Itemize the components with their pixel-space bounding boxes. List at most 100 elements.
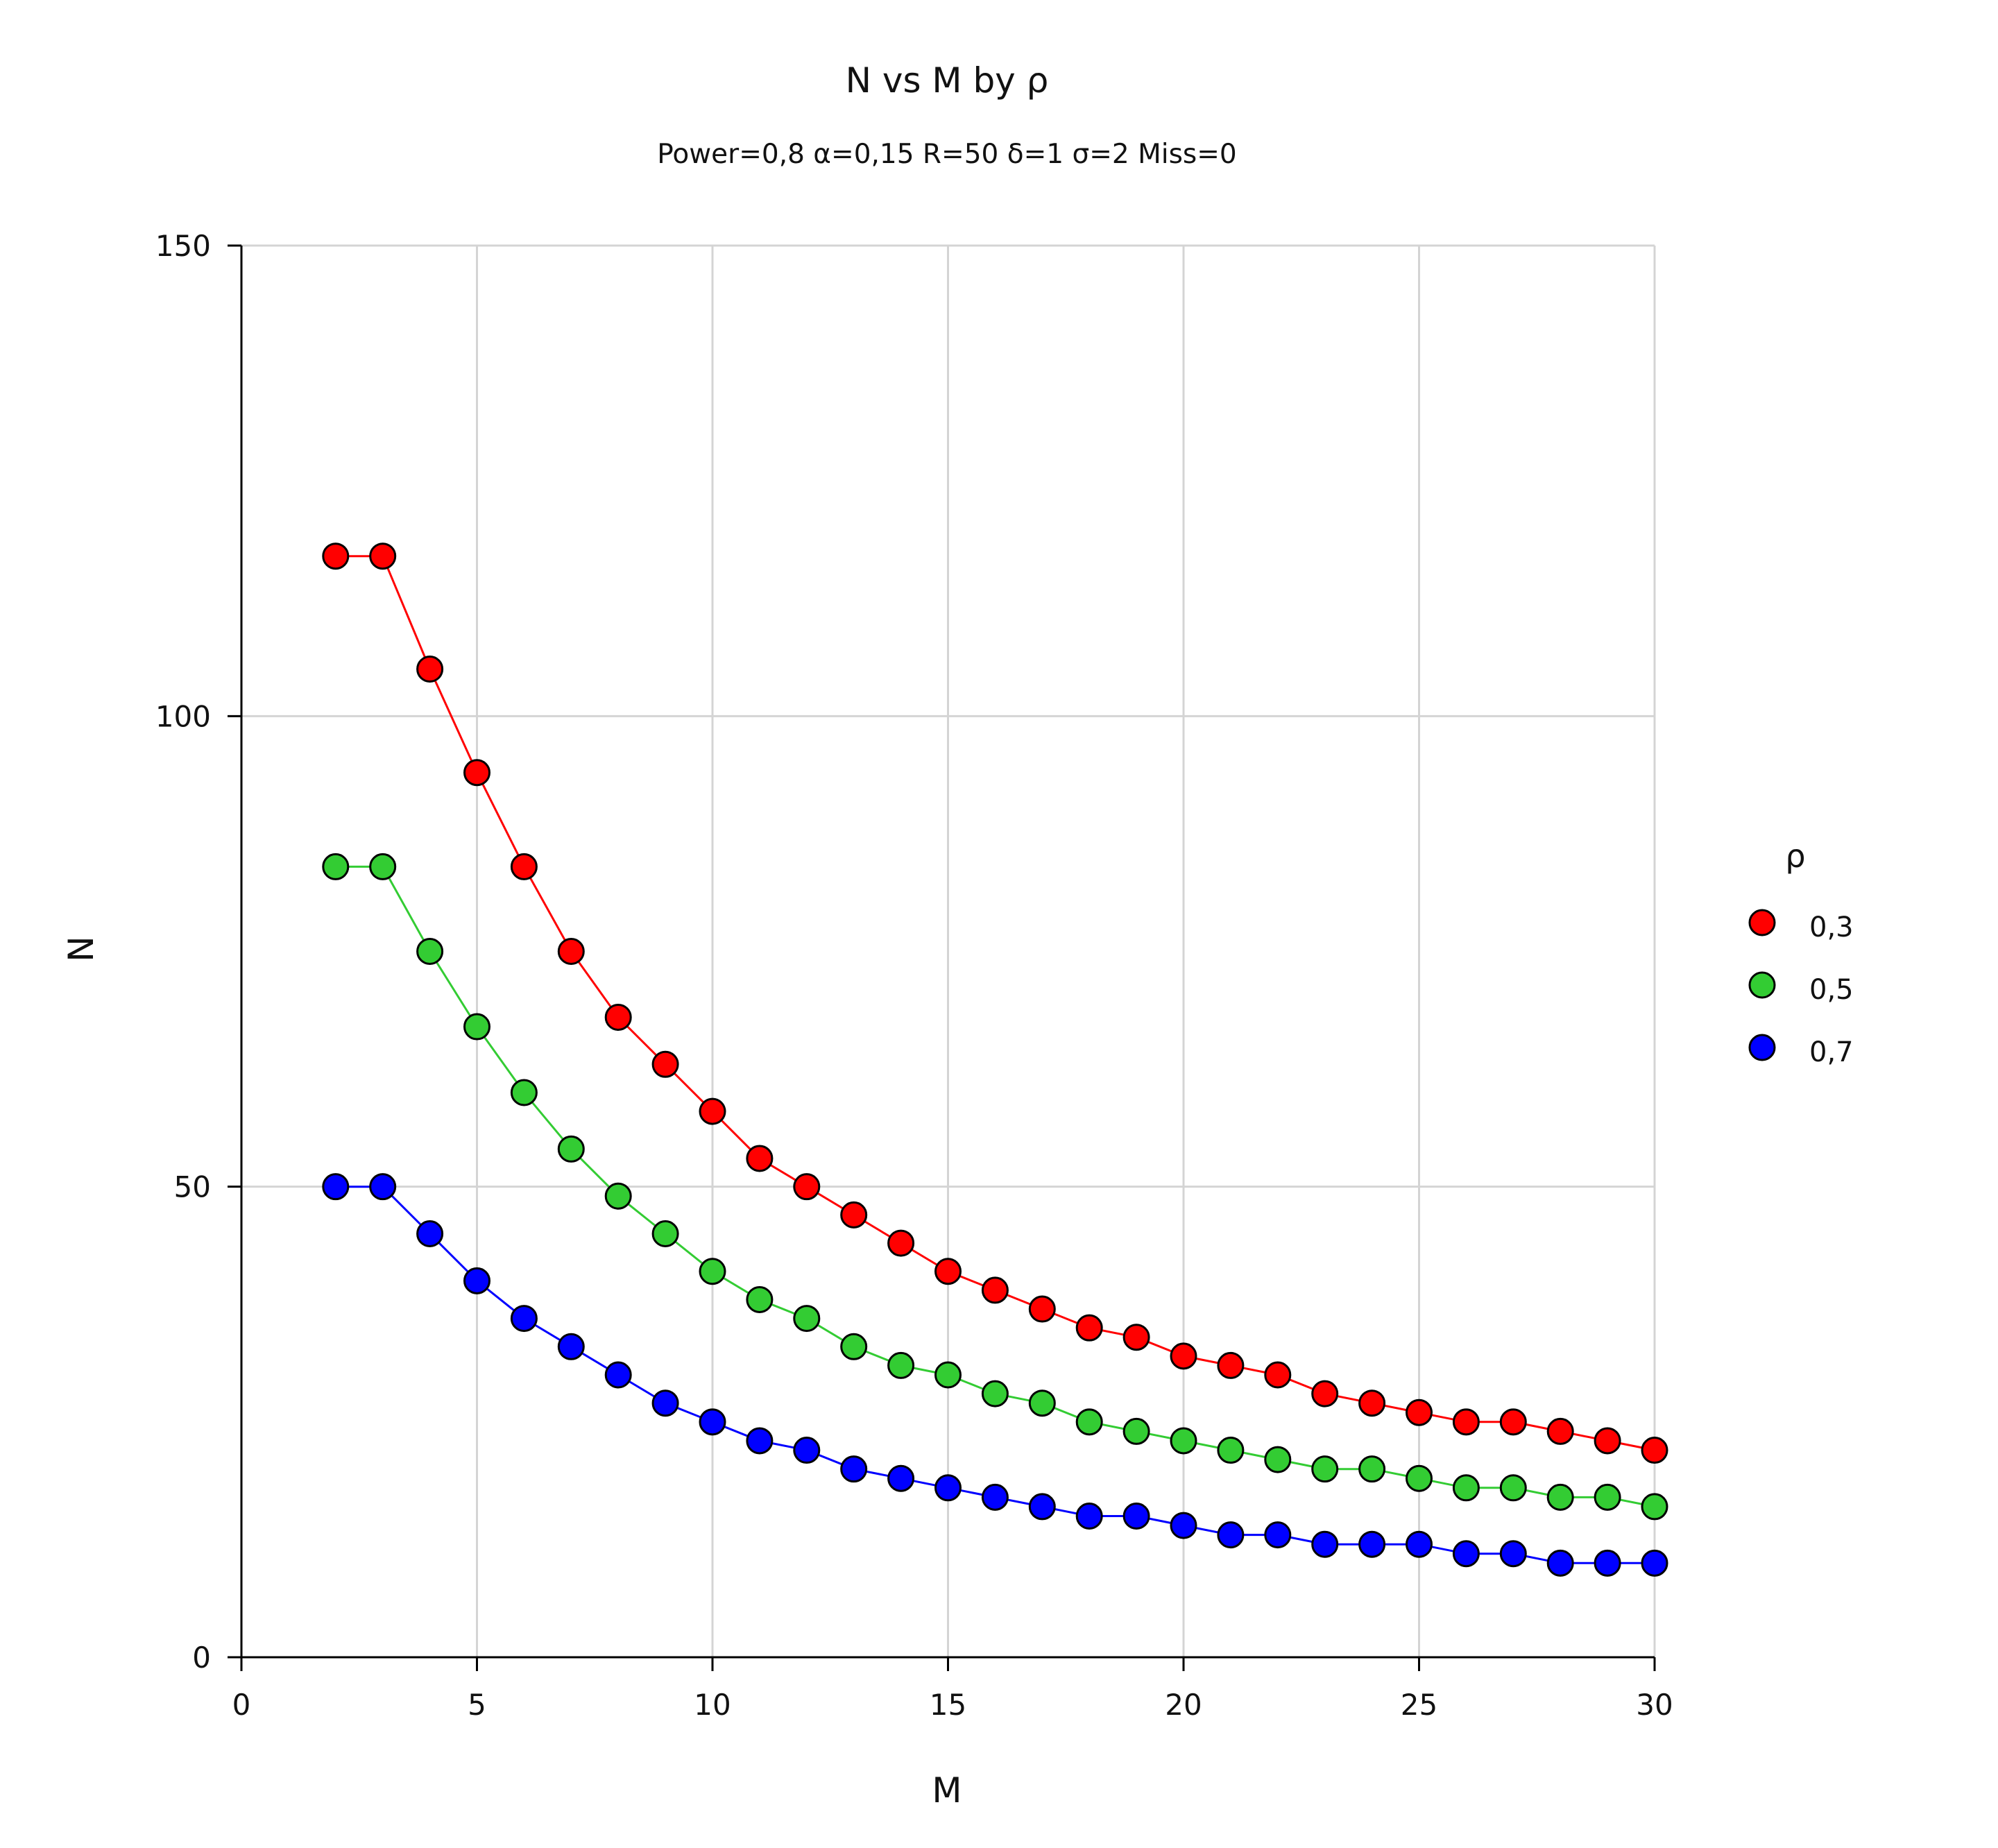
legend-title: ρ (1785, 837, 1805, 875)
data-point (369, 853, 397, 880)
data-point (1406, 1530, 1433, 1558)
data-point (1122, 1324, 1150, 1351)
x-tick-label: 25 (1401, 1688, 1437, 1722)
y-tick-label: 100 (155, 699, 211, 733)
data-point (699, 1258, 726, 1285)
data-point (1594, 1427, 1621, 1455)
data-point (416, 938, 444, 965)
y-tick-label: 50 (174, 1170, 211, 1204)
y-tick-label: 0 (192, 1641, 211, 1675)
data-point (557, 1333, 585, 1360)
data-point (1452, 1408, 1480, 1436)
data-point (1028, 1389, 1056, 1417)
data-point (1499, 1474, 1527, 1502)
x-tick-label: 20 (1165, 1688, 1202, 1722)
data-point (1641, 1437, 1668, 1464)
data-point (1406, 1398, 1433, 1426)
data-point (1594, 1483, 1621, 1511)
x-tick-label: 0 (232, 1688, 251, 1722)
x-tick-label: 15 (930, 1688, 966, 1722)
data-point (1264, 1446, 1292, 1473)
data-point (1546, 1417, 1574, 1445)
data-point (699, 1408, 726, 1436)
data-point (981, 1483, 1009, 1511)
data-point (1028, 1493, 1056, 1521)
data-point (416, 1220, 444, 1247)
data-point (1264, 1521, 1292, 1549)
data-point (463, 1267, 490, 1294)
axes-layer (228, 244, 1656, 1671)
data-point (1641, 1493, 1668, 1521)
data-point (1217, 1521, 1245, 1549)
legend-label: 0,7 (1809, 1036, 1854, 1068)
legend-marker (1748, 1034, 1776, 1061)
data-point (416, 656, 444, 683)
chart-subtitle: Power=0,8 α=0,15 R=50 δ=1 σ=2 Miss=0 (657, 139, 1236, 170)
legend-label: 0,5 (1809, 974, 1854, 1006)
data-point (746, 1285, 774, 1313)
series-markers-layer (322, 542, 1668, 1577)
data-point (510, 853, 538, 880)
data-point (793, 1305, 821, 1333)
legend-label: 0,3 (1809, 912, 1854, 943)
data-point (1170, 1512, 1197, 1539)
data-point (1170, 1427, 1197, 1455)
legend-marker (1748, 909, 1776, 936)
data-point (557, 938, 585, 965)
y-tick-label: 150 (155, 229, 211, 263)
data-point (604, 1361, 632, 1389)
data-point (1075, 1408, 1103, 1436)
data-point (840, 1333, 868, 1360)
data-point (463, 1013, 490, 1041)
data-point (887, 1464, 915, 1492)
data-point (369, 1173, 397, 1201)
data-point (1028, 1295, 1056, 1323)
data-point (1406, 1464, 1433, 1492)
data-point (840, 1201, 868, 1229)
data-point (840, 1455, 868, 1483)
data-point (1499, 1408, 1527, 1436)
grid-layer (241, 244, 1656, 1657)
data-point (887, 1229, 915, 1257)
data-point (1311, 1530, 1339, 1558)
data-point (1641, 1549, 1668, 1577)
data-point (322, 542, 350, 570)
data-point (746, 1145, 774, 1172)
data-point (1217, 1351, 1245, 1379)
data-point (1358, 1455, 1386, 1483)
data-point (369, 542, 397, 570)
data-point (651, 1220, 679, 1247)
data-point (793, 1437, 821, 1464)
data-point (604, 1182, 632, 1210)
x-tick-label: 5 (468, 1688, 486, 1722)
data-point (934, 1361, 962, 1389)
x-tick-label: 10 (694, 1688, 731, 1722)
data-point (1122, 1503, 1150, 1530)
data-point (1452, 1474, 1480, 1502)
data-point (793, 1173, 821, 1201)
data-point (1122, 1417, 1150, 1445)
data-point (322, 1173, 350, 1201)
data-point (1170, 1342, 1197, 1370)
data-point (934, 1258, 962, 1285)
data-point (322, 853, 350, 880)
chart-title: N vs M by ρ (846, 60, 1049, 101)
data-point (746, 1427, 774, 1455)
legend-marker (1748, 971, 1776, 999)
data-point (1594, 1549, 1621, 1577)
data-point (510, 1305, 538, 1333)
data-point (651, 1389, 679, 1417)
data-point (934, 1474, 962, 1502)
data-point (1358, 1389, 1386, 1417)
data-point (1499, 1540, 1527, 1568)
data-point (651, 1050, 679, 1078)
data-point (510, 1079, 538, 1106)
data-point (1217, 1437, 1245, 1464)
data-point (981, 1380, 1009, 1408)
data-point (1311, 1455, 1339, 1483)
data-point (981, 1276, 1009, 1304)
tick-labels-layer: 0 5 10 15 20 25 30 0 50 100 150 (155, 229, 1673, 1722)
